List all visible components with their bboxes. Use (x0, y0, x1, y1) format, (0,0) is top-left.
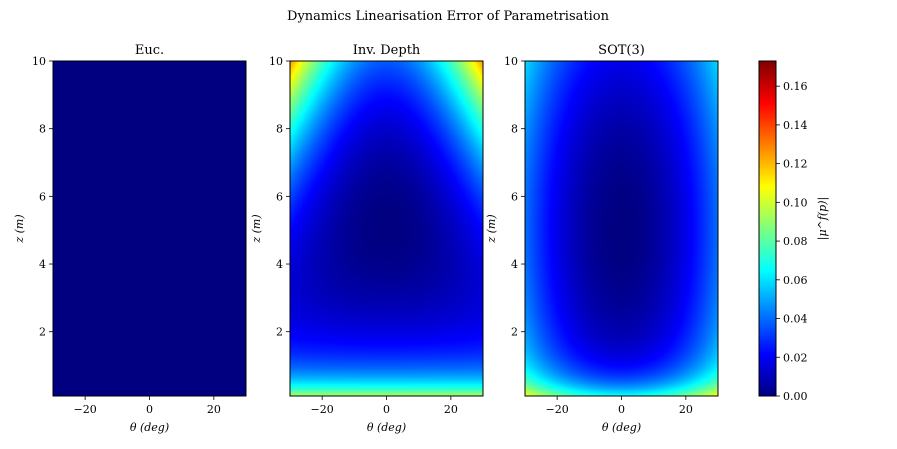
x-axis-label: θ (deg) (130, 421, 169, 434)
y-tick-label: 10 (269, 55, 283, 68)
panel-3: SOT(3) −20 0 20 2 4 6 8 10 θ (deg) z (m) (485, 43, 719, 434)
colorbar: 0.00 0.02 0.04 0.06 0.08 0.10 0.12 0.14 0.16 |μ^f… (758, 60, 830, 403)
panel-title: Inv. Depth (353, 43, 421, 58)
colorbar-tick-label: 0.16 (783, 80, 808, 93)
y-tick-label: 8 (39, 123, 46, 136)
x-tick-label: 20 (444, 403, 458, 416)
heatmap-image (290, 61, 483, 396)
x-tick-label: 0 (383, 403, 390, 416)
y-tick-label: 6 (39, 190, 46, 203)
y-tick-label: 6 (276, 190, 283, 203)
colorbar-label: |μ^f(p)| (816, 197, 830, 240)
y-tick-label: 2 (39, 326, 46, 339)
colorbar-frame (758, 60, 777, 397)
heatmap-image (53, 61, 246, 396)
y-axis-label: z (m) (13, 214, 26, 243)
panel-title: Euc. (135, 43, 164, 58)
x-axis-label: θ (deg) (367, 421, 406, 434)
y-axis-label: z (m) (485, 214, 498, 243)
heatmap-image (525, 61, 718, 396)
colorbar-gradient (759, 61, 776, 396)
colorbar-tick-label: 0.02 (783, 351, 808, 364)
x-tick-label: 20 (207, 403, 221, 416)
y-tick-label: 10 (32, 55, 46, 68)
x-tick-label: −20 (311, 403, 334, 416)
y-tick-label: 2 (511, 326, 518, 339)
y-tick-label: 6 (511, 190, 518, 203)
y-tick-label: 8 (511, 123, 518, 136)
y-axis-label: z (m) (250, 214, 263, 243)
colorbar-tick-label: 0.00 (783, 390, 808, 403)
colorbar-tick-label: 0.06 (783, 274, 808, 287)
y-tick-label: 8 (276, 123, 283, 136)
colorbar-tick-label: 0.08 (783, 235, 808, 248)
x-tick-label: 0 (146, 403, 153, 416)
y-tick-label: 10 (504, 55, 518, 68)
y-tick-label: 4 (511, 258, 518, 271)
colorbar-tick-label: 0.14 (783, 119, 808, 132)
panel-1: Euc. −20 0 20 2 4 6 8 10 θ (deg) z (m) (13, 43, 247, 434)
colorbar-tick-label: 0.04 (783, 313, 808, 326)
colorbar-tick-label: 0.12 (783, 158, 808, 171)
x-tick-label: 0 (618, 403, 625, 416)
y-tick-label: 2 (276, 326, 283, 339)
colorbar-tick-label: 0.10 (783, 196, 808, 209)
x-tick-label: −20 (74, 403, 97, 416)
figure-title: Dynamics Linearisation Error of Parametr… (287, 9, 610, 24)
panel-2: Inv. Depth −20 0 20 2 4 6 8 10 θ (deg) z (m) (250, 43, 484, 434)
y-tick-label: 4 (276, 258, 283, 271)
panel-title: SOT(3) (598, 43, 645, 58)
x-tick-label: 20 (679, 403, 693, 416)
y-tick-label: 4 (39, 258, 46, 271)
x-tick-label: −20 (546, 403, 569, 416)
x-axis-label: θ (deg) (602, 421, 641, 434)
